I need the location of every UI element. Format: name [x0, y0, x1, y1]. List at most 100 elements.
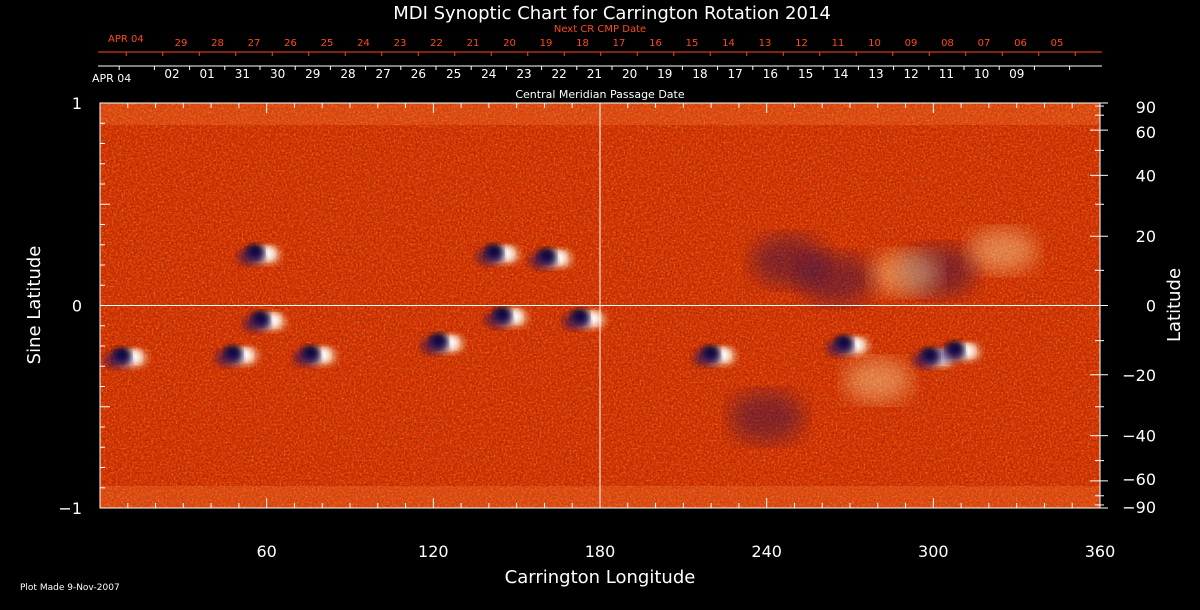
next-cmp-date-tick-label: 15: [686, 38, 699, 49]
cmp-date-tick-label: 26: [411, 67, 426, 81]
y-right-tick-label: 0: [1146, 297, 1156, 316]
negative-plage: [292, 349, 321, 368]
y-axis-right: 90 60 40 20 0 −20 −40 −60 −90: [1090, 98, 1156, 517]
next-cmp-date-tick-label: 28: [211, 38, 224, 49]
cmp-date-tick-label: 22: [552, 67, 567, 81]
next-cmp-date-tick-label: 14: [722, 38, 735, 49]
active-region: [292, 345, 337, 368]
negative-plage: [692, 349, 721, 368]
x-tick-label: 360: [1085, 542, 1116, 561]
x-tick-label: 240: [751, 542, 782, 561]
next-cmp-date-tick-label: 24: [357, 38, 370, 49]
cmp-date-tick-label: 01: [200, 67, 215, 81]
positive-field-cluster: [843, 358, 912, 403]
x-axis-title: Carrington Longitude: [505, 567, 696, 588]
next-cmp-date-tick-label: 12: [795, 38, 808, 49]
cmp-date-tick-label: 27: [376, 67, 391, 81]
x-axis: 60 120 180 240 300 360: [99, 103, 1116, 561]
y-right-tick-label: 90: [1136, 98, 1156, 117]
negative-plage: [476, 247, 504, 266]
cmp-date-tick-label: 21: [587, 67, 602, 81]
active-region: [562, 308, 607, 331]
next-cmp-date-tick-label: 27: [248, 38, 261, 49]
next-cmp-date-tick-label: 25: [321, 38, 334, 49]
active-region: [476, 243, 520, 266]
negative-plage: [237, 247, 266, 266]
active-region: [484, 306, 529, 329]
next-cmp-caption: Next CR CMP Date: [554, 24, 646, 35]
chart-title: MDI Synoptic Chart for Carrington Rotati…: [393, 3, 831, 24]
positive-field-cluster: [871, 251, 940, 296]
active-region: [420, 332, 465, 355]
cmp-date-tick-label: 14: [833, 67, 848, 81]
cmp-date-tick-label: 25: [446, 67, 461, 81]
negative-plage: [528, 251, 557, 270]
negative-plage: [562, 312, 591, 331]
cmp-date-tick-label: 28: [340, 67, 355, 81]
y-left-tick-label: 1: [72, 94, 82, 113]
next-cmp-date-tick-label: 05: [1051, 38, 1064, 49]
next-cmp-date-label: APR 04: [108, 34, 144, 45]
next-cmp-date-tick-label: 09: [905, 38, 918, 49]
x-tick-label: 120: [418, 542, 449, 561]
next-cmp-date-axis: APR 04 Next CR CMP Date 29 28 27 26 25 24 23 22…: [98, 24, 1102, 56]
active-region: [103, 347, 148, 370]
next-cmp-date-tick-label: 07: [978, 38, 991, 49]
next-cmp-date-tick-label: 19: [540, 38, 553, 49]
plot-made-note: Plot Made 9-Nov-2007: [20, 583, 120, 593]
cmp-date-tick-label: 16: [763, 67, 778, 81]
cmp-date-tick-label: 29: [305, 67, 320, 81]
active-region: [937, 341, 982, 364]
cmp-caption: Central Meridian Passage Date: [515, 88, 684, 101]
cmp-date-tick-label: 19: [657, 67, 672, 81]
next-cmp-date-tick-label: 08: [941, 38, 954, 49]
next-cmp-date-tick-label: 20: [503, 38, 516, 49]
cmp-date-tick-label: 12: [904, 67, 919, 81]
x-tick-label: 60: [256, 542, 276, 561]
cmp-date-label: APR 04: [92, 72, 131, 85]
y-right-tick-label: 40: [1136, 166, 1156, 185]
next-cmp-date-tick-label: 06: [1014, 38, 1027, 49]
y-axis-left-title: Sine Latitude: [24, 246, 45, 365]
negative-plage: [103, 351, 132, 370]
cmp-date-tick-label: 24: [481, 67, 496, 81]
cmp-date-tick-label: 02: [164, 67, 179, 81]
active-region: [214, 345, 259, 368]
y-right-tick-label: 20: [1136, 227, 1156, 246]
y-axis-right-title: Latitude: [1164, 268, 1185, 342]
next-cmp-date-tick-label: 26: [284, 38, 297, 49]
negative-field-cluster: [798, 253, 875, 306]
cmp-date-tick-label: 15: [798, 67, 813, 81]
active-region: [692, 345, 737, 368]
y-left-tick-label: −1: [58, 499, 82, 518]
cmp-date-tick-label: 18: [692, 67, 707, 81]
y-right-tick-label: −40: [1122, 427, 1156, 446]
next-cmp-date-tick-label: 13: [759, 38, 772, 49]
active-region: [826, 334, 870, 357]
negative-plage: [826, 338, 854, 357]
cmp-date-tick-label: 20: [622, 67, 637, 81]
next-cmp-date-tick-label: 17: [613, 38, 626, 49]
cmp-date-tick-label: 10: [974, 67, 989, 81]
next-cmp-date-tick-label: 23: [394, 38, 407, 49]
negative-plage: [912, 351, 941, 370]
next-cmp-date-tick-label: 16: [649, 38, 662, 49]
x-tick-label: 180: [585, 542, 616, 561]
cmp-date-tick-label: 13: [868, 67, 883, 81]
x-tick-label: 300: [918, 542, 949, 561]
negative-plage: [214, 349, 243, 368]
next-cmp-date-tick-label: 29: [175, 38, 188, 49]
y-right-tick-label: 60: [1136, 123, 1156, 142]
y-left-tick-label: 0: [72, 297, 82, 316]
next-cmp-date-tick-label: 10: [868, 38, 881, 49]
cmp-date-tick-label: 23: [516, 67, 531, 81]
cmp-date-axis: APR 04 Central Meridian Passage Date 02 0…: [92, 65, 1102, 101]
next-cmp-date-tick-label: 11: [832, 38, 845, 49]
cmp-date-tick-label: 11: [939, 67, 954, 81]
active-region: [237, 243, 282, 266]
y-axis-left: −1 0 1: [58, 94, 110, 518]
negative-plage: [937, 345, 966, 364]
active-region: [242, 310, 287, 333]
next-cmp-date-tick-label: 18: [576, 38, 589, 49]
